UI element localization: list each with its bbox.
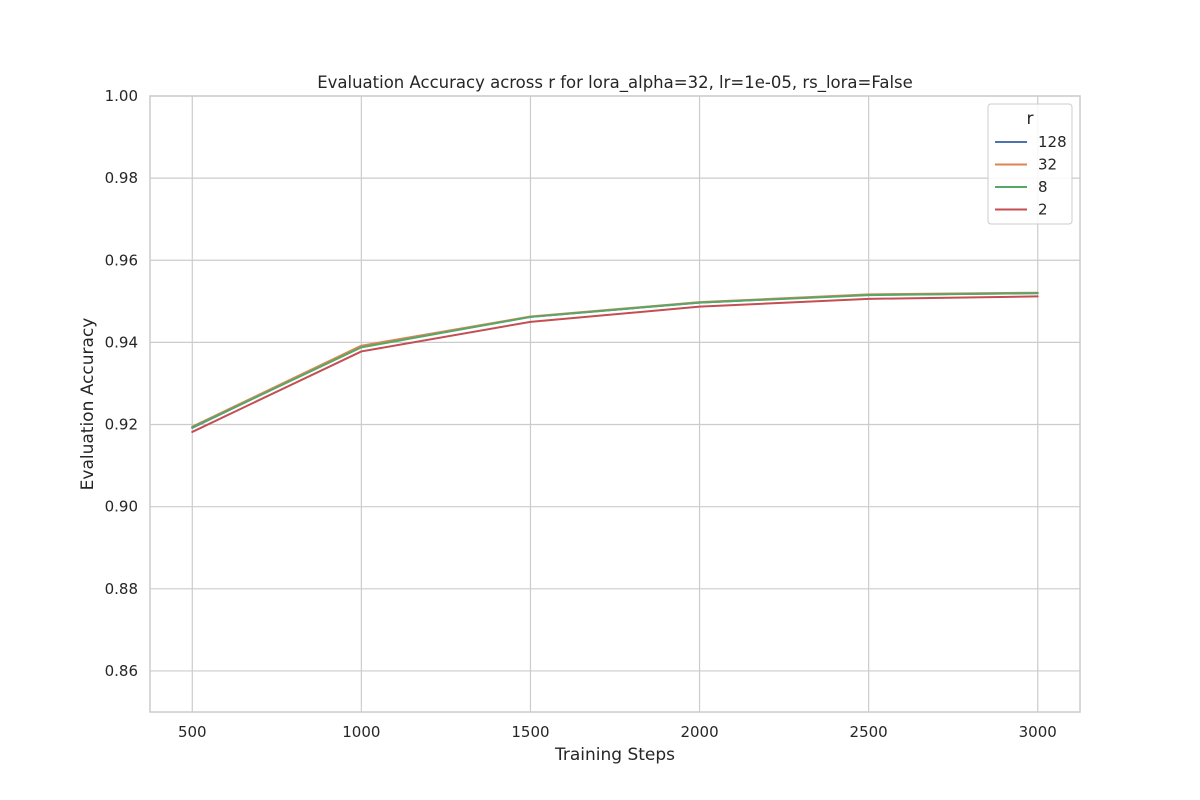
legend-label: 32 [1038,156,1057,174]
x-tick-label: 500 [178,723,207,741]
y-tick-label: 0.86 [105,662,138,680]
y-tick-label: 1.00 [105,87,138,105]
x-tick-label: 1000 [342,723,380,741]
series-lines [191,291,1039,433]
x-tick-label: 3000 [1019,723,1057,741]
x-tick-label: 2000 [680,723,718,741]
series-line-r-8 [191,292,1039,429]
legend-label: 128 [1038,133,1067,151]
series-line-r-2 [191,295,1039,433]
legend-title: r [1027,109,1034,129]
tick-labels: 500 1000 1500 2000 2500 3000 0.86 0.88 0.90 0.92 0… [105,87,1057,741]
y-tick-label: 0.88 [105,580,138,598]
y-tick-label: 0.96 [105,251,138,269]
y-axis-title: Evaluation Accuracy [78,318,98,491]
y-tick-label: 0.92 [105,416,138,434]
y-tick-label: 0.90 [105,498,138,516]
legend: r 128 32 8 2 [987,103,1073,225]
legend-label: 2 [1038,201,1048,219]
legend-box [987,103,1073,225]
x-tick-label: 2500 [850,723,888,741]
x-axis-title: Training Steps [554,745,675,765]
y-tick-label: 0.98 [105,169,138,187]
plot-frame [149,95,1081,713]
x-tick-label: 1500 [511,723,549,741]
legend-label: 8 [1038,178,1048,196]
legend-entries: 128 32 8 2 [995,133,1067,219]
chart-title: Evaluation Accuracy across r for lora_al… [317,73,913,93]
y-tick-label: 0.94 [105,333,138,351]
